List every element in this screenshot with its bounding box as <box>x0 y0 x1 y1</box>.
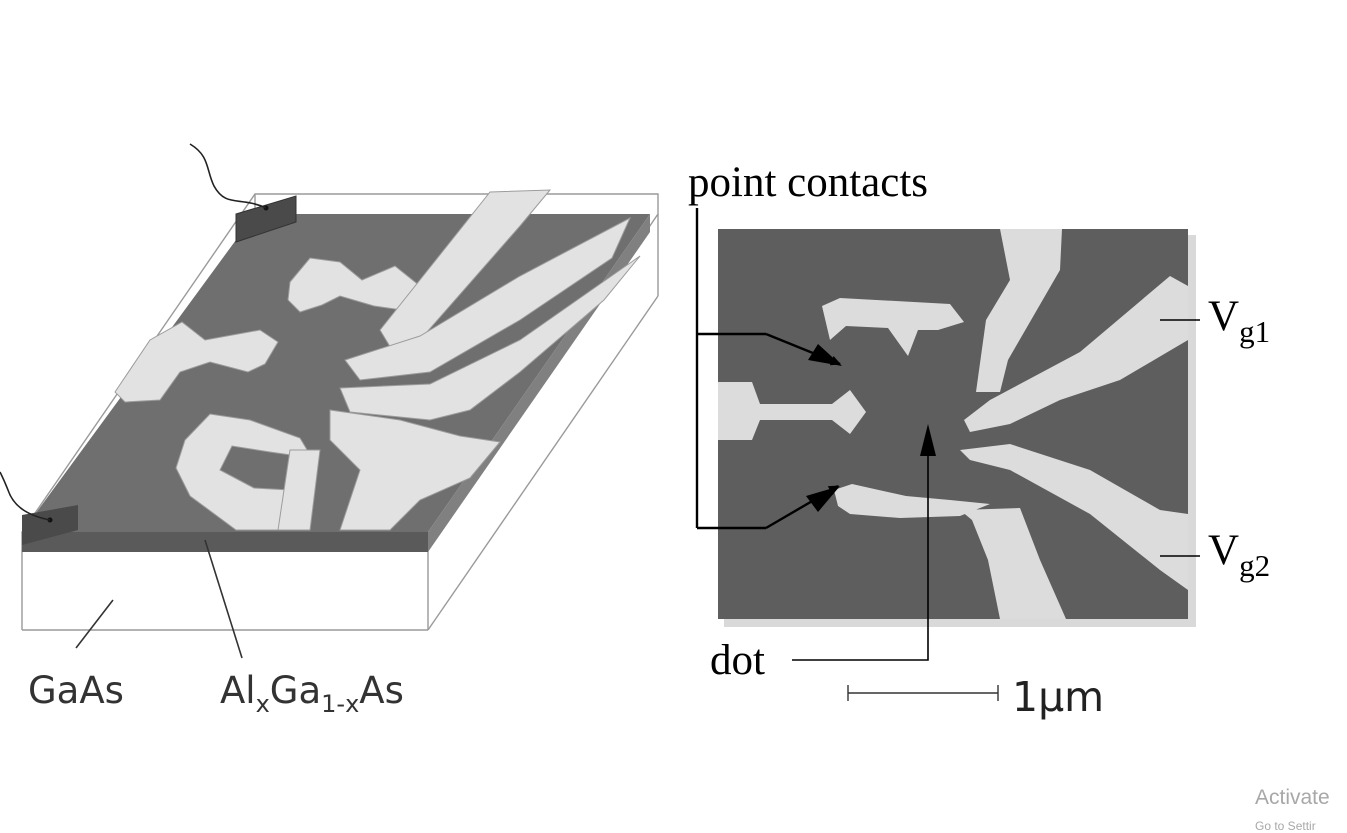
ohmic-contact-bottom <box>0 471 78 545</box>
gaas-label: GaAs <box>28 669 124 712</box>
contact-wire-top <box>189 143 267 209</box>
heterostructure-front-face <box>22 532 428 552</box>
gate-lower-right <box>329 409 501 531</box>
gate-upper-left <box>114 321 279 403</box>
vg2-label: Vg2 <box>1208 527 1270 583</box>
dot-label: dot <box>710 637 765 684</box>
watermark-line-2: Go to Settir <box>1255 819 1316 833</box>
gate-right-fan-1 <box>344 216 632 381</box>
sem-top-left-finger <box>822 298 964 356</box>
algaas-label: AlxGa1-xAs <box>220 669 404 718</box>
scale-bar-label: 1μm <box>1012 673 1104 721</box>
sem-lower-right-fan <box>960 444 1188 590</box>
arrowhead-lower <box>806 486 840 512</box>
gaas-leader-line <box>75 599 114 649</box>
sem-background <box>718 229 1188 619</box>
sem-top-vertical-bar <box>976 229 1062 392</box>
point-contacts-label: point contacts <box>688 159 928 206</box>
sem-upper-right-fan <box>964 276 1188 432</box>
arrowhead-upper <box>808 344 842 366</box>
ohmic-contact-top <box>189 143 297 243</box>
sem-gates <box>718 229 1188 619</box>
gate-center-lower <box>175 413 313 531</box>
watermark-line-1: Activate <box>1255 786 1330 809</box>
sem-bottom-left-finger <box>834 484 990 518</box>
contact-wire-bottom <box>0 471 51 521</box>
gate-electrodes <box>114 189 641 531</box>
dot-arrowhead <box>920 424 936 456</box>
algaas-leader-line <box>204 539 243 659</box>
scale-bar <box>847 685 999 701</box>
dot-annotation <box>792 450 929 661</box>
gate-vertical-finger <box>277 449 321 531</box>
sem-bottom-vertical-bar <box>960 508 1066 619</box>
device-diagram: GaAs AlxGa1-xAs <box>0 143 659 718</box>
gate-right-fan-2 <box>339 255 641 421</box>
sem-left-lead <box>718 382 866 440</box>
vg1-label: Vg1 <box>1208 293 1270 349</box>
sem-image: point contacts dot Vg1 Vg2 1μm <box>688 159 1270 721</box>
